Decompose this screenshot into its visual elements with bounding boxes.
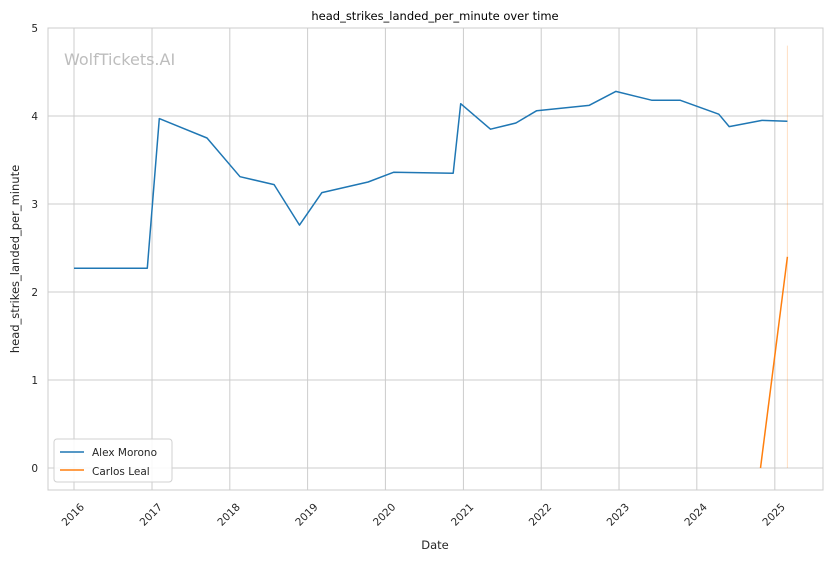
chart-title: head_strikes_landed_per_minute over time [311, 9, 558, 23]
x-tick-label-2018: 2018 [215, 501, 242, 528]
x-tick-label-2016: 2016 [60, 501, 88, 529]
y-tick-label-4: 4 [31, 111, 38, 123]
y-tick-label-1: 1 [31, 375, 38, 387]
x-tick-label-2019: 2019 [293, 501, 320, 528]
x-axis-label: Date [421, 538, 449, 552]
x-tick-label-2024: 2024 [682, 501, 710, 529]
y-tick-label-2: 2 [31, 287, 38, 299]
x-tick-label-2023: 2023 [605, 501, 632, 528]
plot-area-frame [47, 27, 824, 491]
x-tick-label-2025: 2025 [760, 501, 787, 528]
x-tick-label-2021: 2021 [449, 501, 476, 528]
legend-box [53, 438, 173, 483]
legend: Alex Morono Carlos Leal [53, 438, 173, 483]
watermark-text: WolfTickets.AI [64, 50, 175, 69]
y-tick-label-0: 0 [31, 463, 38, 475]
series-lines [74, 90, 789, 469]
legend-label-carlos-leal: Carlos Leal [92, 466, 150, 478]
y-tick-label-3: 3 [31, 199, 38, 211]
grid-lines [48, 27, 823, 490]
x-tick-labels: 2016 2017 2018 2019 2020 2021 2022 2023 2024 2025 [60, 501, 788, 529]
y-tick-labels: 0 1 2 3 4 5 [31, 23, 38, 475]
x-tick-label-2017: 2017 [138, 501, 165, 528]
y-axis-label: head_strikes_landed_per_minute [8, 165, 22, 353]
series-line-alex-morono [74, 90, 788, 269]
x-tick-label-2020: 2020 [371, 501, 398, 528]
legend-label-alex-morono: Alex Morono [92, 447, 157, 459]
series-line-carlos-leal [759, 256, 789, 469]
y-tick-label-5: 5 [31, 23, 38, 35]
x-tick-label-2022: 2022 [527, 501, 554, 528]
